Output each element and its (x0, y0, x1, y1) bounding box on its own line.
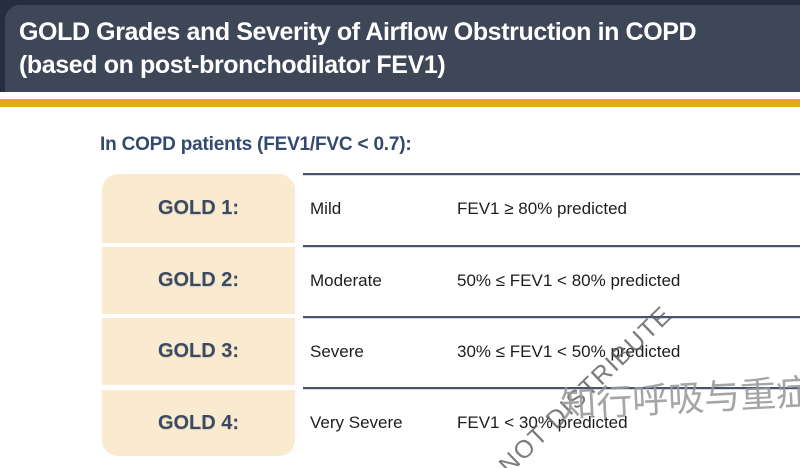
row-divider (303, 387, 800, 389)
grade-badge: GOLD 2: (102, 247, 295, 314)
row-divider (303, 316, 800, 318)
grade-badge: GOLD 4: (102, 390, 295, 456)
subheading: In COPD patients (FEV1/FVC < 0.7): (100, 134, 412, 155)
grade-badge: GOLD 3: (102, 318, 295, 385)
gold-accent-bar (0, 99, 800, 107)
table-row: GOLD 2: Moderate 50% ≤ FEV1 < 80% predic… (0, 246, 800, 315)
table-row: GOLD 1: Mild FEV1 ≥ 80% predicted (0, 173, 800, 244)
severity-label: Severe (310, 341, 364, 361)
grade-label: GOLD 3: (157, 340, 240, 362)
row-divider (303, 173, 800, 175)
severity-label: Very Severe (310, 413, 403, 432)
table-row: GOLD 4: Very Severe FEV1 < 30% predicted (0, 389, 800, 457)
page-title-line2: (based on post-bronchodilator FEV1) (19, 51, 446, 79)
fev1-criteria: FEV1 ≥ 80% predicted (457, 198, 627, 218)
grade-label: GOLD 2: (157, 269, 240, 291)
header-banner: GOLD Grades and Severity of Airflow Obst… (5, 5, 800, 92)
severity-label: Moderate (310, 270, 382, 290)
severity-label: Mild (310, 198, 342, 218)
fev1-criteria: 30% ≤ FEV1 < 50% predicted (457, 341, 681, 361)
fev1-criteria: FEV1 < 30% predicted (457, 413, 628, 432)
fev1-criteria: 50% ≤ FEV1 < 80% predicted (457, 270, 681, 290)
table-row: GOLD 3: Severe 30% ≤ FEV1 < 50% predicte… (0, 317, 800, 386)
grade-label: GOLD 1: (157, 197, 240, 219)
page-title-line1: GOLD Grades and Severity of Airflow Obst… (19, 18, 697, 46)
grade-label: GOLD 4: (157, 411, 240, 434)
grade-badge: GOLD 1: (102, 174, 295, 243)
row-divider (303, 245, 800, 247)
